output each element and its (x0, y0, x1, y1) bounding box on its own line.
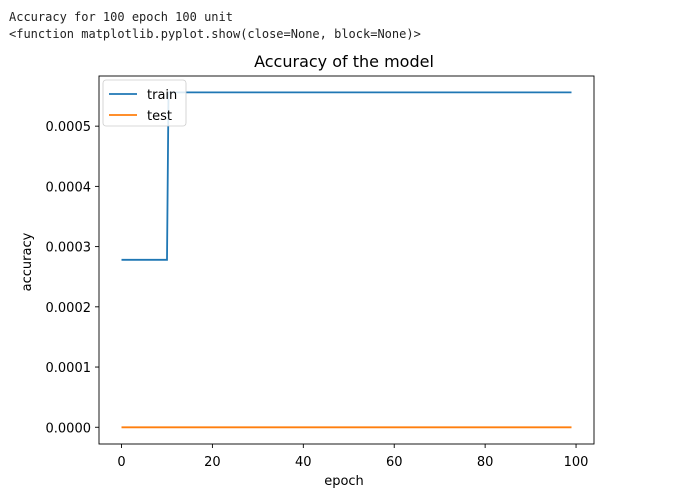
x-tick-label: 40 (295, 455, 312, 470)
chart-title: Accuracy of the model (254, 52, 434, 71)
axes: 0 20 40 60 80 100 0.0000 0.0001 0.0002 0.0003 0.00… (46, 75, 595, 470)
plot-area (121, 91, 572, 429)
output-line-2: <function matplotlib.pyplot.show(close=N… (9, 27, 421, 41)
x-tick-label: 60 (386, 455, 403, 470)
x-tick-label: 100 (564, 455, 589, 470)
cell-output: Accuracy for 100 epoch 100 unit <function… (9, 9, 421, 43)
legend: train test (102, 79, 187, 127)
y-tick-label: 0.0003 (46, 241, 92, 256)
y-tick-label: 0.0001 (46, 361, 92, 376)
legend-label-train: train (147, 88, 177, 103)
axes-frame (98, 75, 595, 445)
x-tick-label: 20 (204, 455, 221, 470)
y-axis-label: accuracy (20, 232, 35, 291)
y-tick-label: 0.0005 (46, 120, 92, 135)
x-tick-label: 0 (117, 455, 125, 470)
y-tick-label: 0.0002 (46, 301, 92, 316)
series-line-train (121, 91, 572, 261)
y-tick-label: 0.0000 (46, 421, 92, 436)
legend-label-test: test (147, 109, 172, 124)
x-axis-label: epoch (324, 474, 364, 489)
x-tick-label: 80 (477, 455, 494, 470)
legend-box (102, 79, 187, 127)
y-tick-label: 0.0004 (46, 180, 92, 195)
output-line-1: Accuracy for 100 epoch 100 unit (9, 10, 233, 24)
